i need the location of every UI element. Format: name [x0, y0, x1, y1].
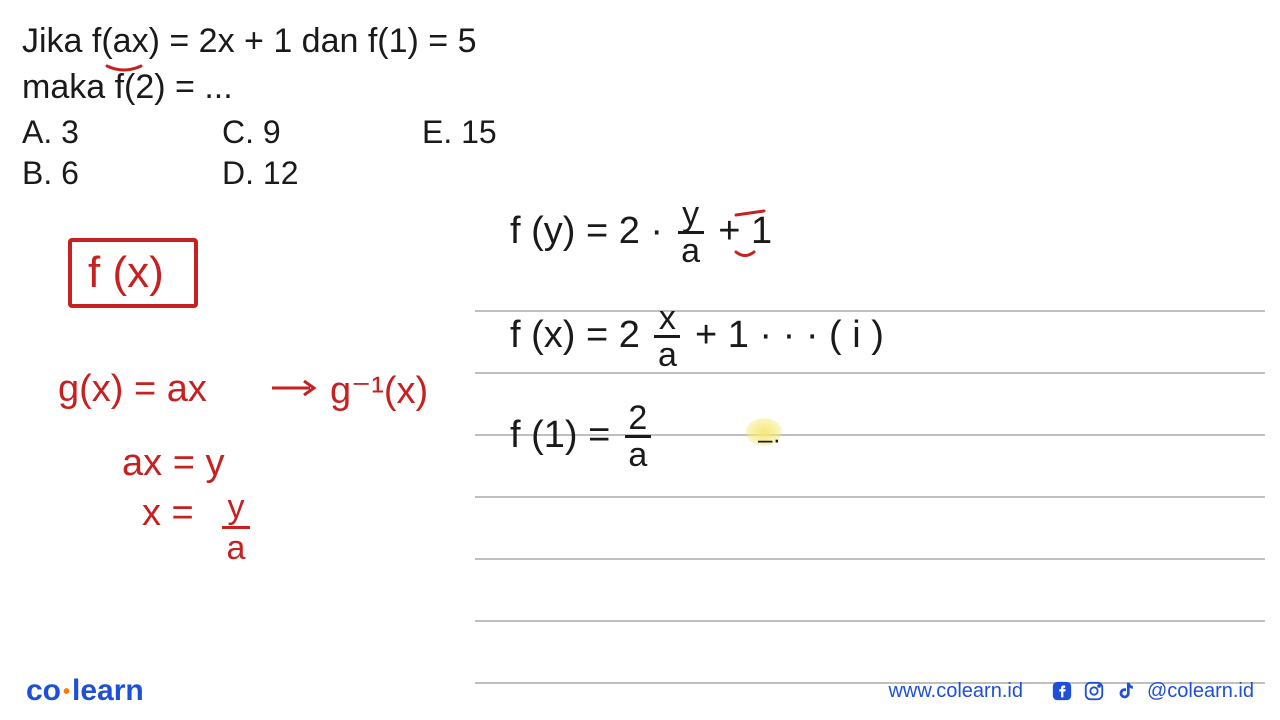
- footer-url: www.colearn.id: [888, 680, 1023, 703]
- question-line-2: maka f(2) = ...: [22, 68, 233, 107]
- footer-handle: @colearn.id: [1147, 680, 1254, 703]
- social-icons: @colearn.id: [1051, 680, 1254, 703]
- trailing-dash: –·: [758, 424, 781, 455]
- gx-equation: g(x) = ax: [58, 368, 207, 411]
- g-inverse: g⁻¹(x): [330, 368, 428, 413]
- tiktok-icon: [1115, 680, 1137, 702]
- footer-bar: co•learn www.colearn.id @colearn.id: [0, 662, 1280, 720]
- footer-right: www.colearn.id @colearn.id: [888, 680, 1254, 703]
- colearn-logo: co•learn: [26, 674, 144, 708]
- option-d: D. 12: [222, 155, 422, 192]
- option-e: E. 15: [422, 114, 622, 151]
- red-strike-icon: [732, 206, 768, 218]
- f-of-x-equation: f (x) = 2 x a + 1 · · · ( i ): [510, 302, 884, 372]
- ax-equals-y: ax = y: [122, 442, 224, 485]
- red-tick-icon: [734, 246, 756, 256]
- f-of-1-equation: f (1) = 2 a: [510, 402, 655, 472]
- fx-label: f (x): [88, 248, 164, 298]
- question-line-1: Jika f(ax) = 2x + 1 dan f(1) = 5: [22, 22, 477, 61]
- logo-learn: learn: [72, 674, 144, 707]
- fraction-denominator: a: [227, 529, 246, 567]
- option-a: A. 3: [22, 114, 222, 151]
- fraction-numerator: y: [228, 488, 245, 526]
- option-c: C. 9: [222, 114, 422, 151]
- answer-options: A. 3 C. 9 E. 15 B. 6 D. 12: [22, 114, 622, 192]
- logo-co: co: [26, 674, 61, 707]
- x-equals: x =: [142, 492, 194, 535]
- instagram-icon: [1083, 680, 1105, 702]
- arrow-icon: [270, 378, 320, 398]
- fraction-y-over-a: y a: [222, 490, 250, 565]
- logo-dot-icon: •: [63, 681, 70, 703]
- option-b: B. 6: [22, 155, 222, 192]
- facebook-icon: [1051, 680, 1073, 702]
